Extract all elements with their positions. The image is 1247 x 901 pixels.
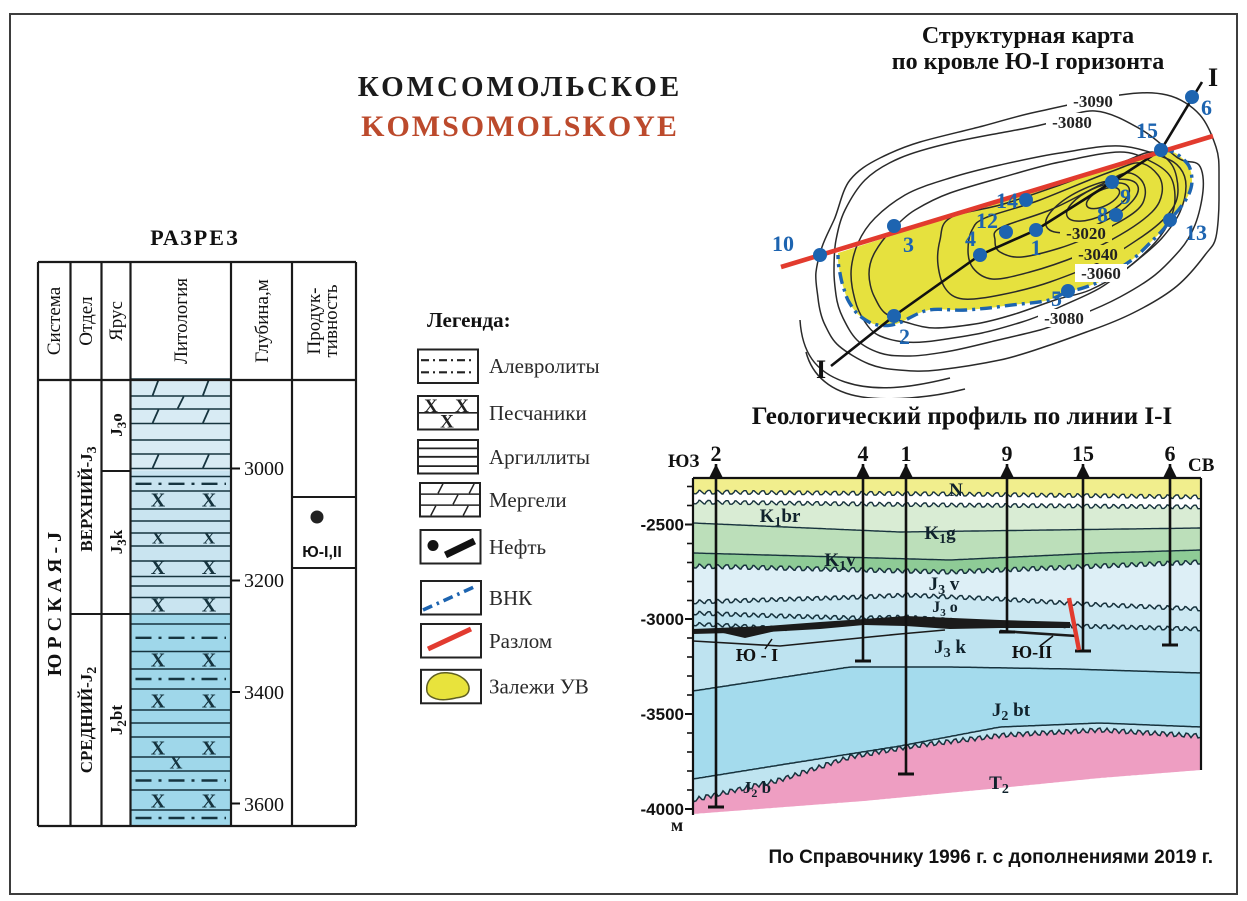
svg-text:X: X	[202, 691, 217, 713]
svg-text:тивность: тивность	[321, 284, 342, 357]
svg-text:Ю-I,II: Ю-I,II	[302, 544, 342, 561]
svg-text:Ярус: Ярус	[106, 301, 127, 341]
svg-text:2: 2	[899, 324, 910, 349]
svg-text:Литология: Литология	[171, 278, 192, 364]
svg-text:9: 9	[1120, 184, 1131, 209]
svg-text:Песчаники: Песчаники	[489, 401, 587, 425]
svg-text:3: 3	[903, 232, 914, 257]
svg-text:I: I	[1208, 63, 1218, 92]
svg-text:J3 v: J3 v	[929, 574, 960, 598]
svg-text:X: X	[455, 396, 469, 417]
svg-text:15: 15	[1136, 118, 1158, 143]
svg-text:Ю-II: Ю-II	[1012, 642, 1052, 662]
svg-text:J2 bt: J2 bt	[992, 700, 1031, 724]
svg-text:13: 13	[1185, 220, 1207, 245]
svg-text:X: X	[151, 557, 166, 579]
svg-text:ВЕРХНИЙ-J3: ВЕРХНИЙ-J3	[77, 446, 100, 551]
svg-text:J2 b: J2 b	[743, 778, 771, 800]
svg-text:-3500: -3500	[641, 705, 684, 724]
svg-text:X: X	[151, 490, 166, 512]
svg-text:J3o: J3o	[107, 413, 129, 437]
svg-text:3400: 3400	[244, 682, 284, 704]
svg-text:X: X	[424, 396, 438, 417]
svg-text:X: X	[152, 529, 165, 548]
svg-text:X: X	[151, 691, 166, 713]
svg-text:-3060: -3060	[1081, 264, 1121, 283]
svg-text:3000: 3000	[244, 458, 284, 480]
svg-text:3200: 3200	[244, 570, 284, 592]
svg-text:Нефть: Нефть	[489, 535, 546, 559]
svg-text:X: X	[151, 738, 166, 760]
svg-text:J3 o: J3 o	[932, 599, 958, 619]
svg-text:X: X	[202, 650, 217, 672]
svg-text:-3080: -3080	[1044, 309, 1084, 328]
svg-text:3600: 3600	[244, 794, 284, 816]
svg-text:I: I	[816, 355, 826, 384]
svg-text:6: 6	[1201, 95, 1212, 120]
svg-text:X: X	[151, 595, 166, 617]
svg-text:X: X	[170, 753, 183, 773]
svg-text:-3020: -3020	[1066, 224, 1106, 243]
svg-text:Мергели: Мергели	[489, 488, 567, 512]
svg-text:J3k: J3k	[107, 529, 129, 554]
svg-text:5: 5	[1051, 286, 1062, 311]
svg-text:14: 14	[996, 188, 1018, 213]
svg-text:Ю - I: Ю - I	[736, 645, 778, 665]
svg-text:2: 2	[711, 441, 722, 466]
svg-text:Продук-: Продук-	[304, 288, 325, 355]
svg-text:-3080: -3080	[1052, 113, 1092, 132]
svg-text:ВНК: ВНК	[489, 586, 533, 610]
svg-text:м: м	[671, 815, 683, 835]
svg-text:-3040: -3040	[1078, 245, 1118, 264]
svg-text:Разлом: Разлом	[489, 629, 552, 653]
svg-text:X: X	[203, 529, 216, 548]
svg-text:J3 k: J3 k	[934, 637, 966, 661]
svg-text:15: 15	[1072, 441, 1094, 466]
svg-text:Отдел: Отдел	[76, 296, 97, 346]
svg-text:-2500: -2500	[641, 516, 684, 535]
svg-text:K1v: K1v	[824, 550, 856, 574]
svg-text:Залежи УВ: Залежи УВ	[489, 675, 589, 699]
svg-text:Глубина,м: Глубина,м	[252, 279, 273, 363]
svg-text:X: X	[440, 412, 454, 433]
svg-text:X: X	[151, 791, 166, 813]
svg-text:J2bt: J2bt	[107, 705, 129, 735]
svg-text:N: N	[949, 480, 963, 501]
svg-text:4: 4	[858, 441, 869, 466]
svg-text:Аргиллиты: Аргиллиты	[489, 445, 590, 469]
svg-text:X: X	[202, 490, 217, 512]
svg-text:-4000: -4000	[641, 800, 684, 819]
svg-text:X: X	[202, 738, 217, 760]
svg-text:СРЕДНИЙ-J2: СРЕДНИЙ-J2	[77, 667, 100, 774]
svg-text:Алевролиты: Алевролиты	[489, 354, 600, 378]
svg-text:1: 1	[901, 441, 912, 466]
svg-text:-3000: -3000	[641, 610, 684, 629]
svg-text:10: 10	[772, 231, 794, 256]
svg-text:Легенда:: Легенда:	[427, 308, 511, 332]
svg-text:4: 4	[965, 226, 976, 251]
svg-text:12: 12	[976, 208, 998, 233]
svg-text:Система: Система	[44, 286, 65, 355]
svg-text:8: 8	[1097, 202, 1108, 227]
svg-text:1: 1	[1031, 235, 1042, 260]
svg-text:6: 6	[1165, 441, 1176, 466]
svg-text:-3090: -3090	[1073, 92, 1113, 111]
svg-text:9: 9	[1002, 441, 1013, 466]
svg-text:X: X	[202, 791, 217, 813]
svg-text:K1br: K1br	[760, 506, 801, 530]
svg-text:X: X	[202, 557, 217, 579]
svg-text:X: X	[151, 650, 166, 672]
svg-text:X: X	[202, 595, 217, 617]
svg-text:Ю Р С К А Я - J: Ю Р С К А Я - J	[44, 532, 66, 676]
